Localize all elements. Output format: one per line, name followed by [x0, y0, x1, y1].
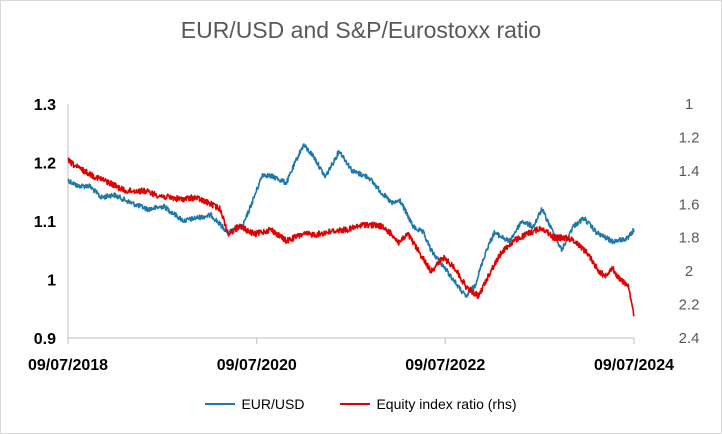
y-right-tick-label: 1.2 — [679, 129, 700, 146]
x-tick-label: 09/07/2024 — [594, 357, 674, 374]
y-left-tick-label: 1.3 — [34, 97, 56, 114]
y-right-tick-label: 1.4 — [679, 163, 700, 180]
y-left-tick-label: 1.1 — [34, 214, 56, 231]
x-tick-label: 09/07/2018 — [28, 357, 108, 374]
y-right-tick-label: 2.4 — [679, 330, 700, 347]
legend: EUR/USD Equity index ratio (rhs) — [1, 396, 721, 412]
legend-item-eurusd: EUR/USD — [205, 396, 304, 412]
y-right-tick-label: 1.6 — [679, 196, 700, 213]
y-right-tick-label: 2.2 — [679, 297, 700, 314]
y-right-tick-label: 1 — [685, 96, 693, 113]
legend-label-equity-ratio: Equity index ratio (rhs) — [376, 396, 517, 412]
x-tick-label: 09/07/2020 — [217, 357, 297, 374]
y-right-tick-label: 1.8 — [679, 230, 700, 247]
x-tick-label: 09/07/2022 — [405, 357, 485, 374]
legend-label-eurusd: EUR/USD — [241, 396, 305, 412]
y-left-tick-label: 0.9 — [34, 331, 56, 348]
legend-swatch-eurusd — [205, 403, 236, 405]
chart-title: EUR/USD and S&P/Eurostoxx ratio — [180, 17, 542, 43]
series-line-eur-usd — [67, 143, 635, 298]
legend-swatch-equity-ratio — [340, 403, 371, 405]
y-right-tick-label: 2 — [685, 263, 693, 280]
legend-item-equity-ratio: Equity index ratio (rhs) — [340, 396, 517, 412]
y-left-tick-label: 1.2 — [34, 156, 56, 173]
y-left-tick-label: 1 — [47, 273, 56, 290]
series-line-equity-index-ratio-rhs — [67, 157, 635, 317]
